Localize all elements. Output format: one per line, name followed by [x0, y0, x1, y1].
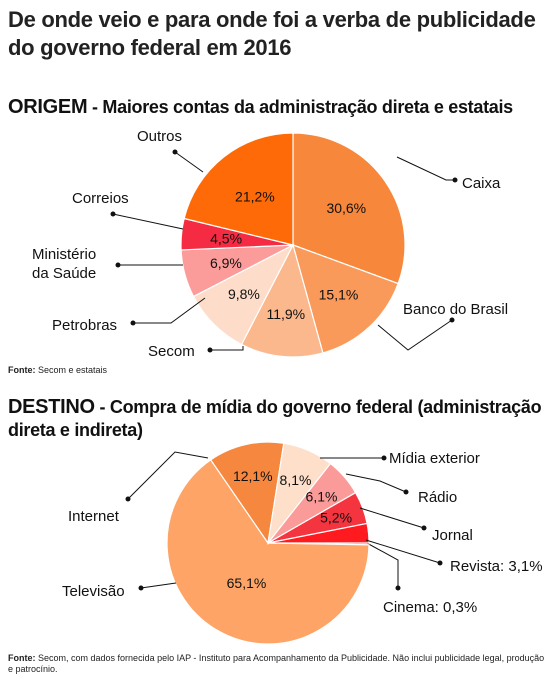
slice-label-banco-do-brasil: Banco do Brasil [403, 301, 508, 318]
slice-label-revista-3-1: Revista: 3,1% [450, 558, 543, 575]
leader-dot-midia-exterior [381, 455, 387, 461]
slice-value-correios: 4,5% [210, 231, 242, 247]
destination-heading-key: DESTINO [8, 396, 95, 418]
leader-dot-banco-do-brasil [449, 317, 455, 323]
leader-line-televisao [140, 582, 177, 589]
leader-line-outros [174, 151, 204, 173]
slice-value-banco-do-brasil: 15,1% [319, 286, 359, 302]
slice-value-petrobras: 9,8% [228, 286, 260, 302]
slice-label-correios: Correios [72, 190, 129, 207]
destination-heading: DESTINO - Compra de mídia do governo fed… [8, 396, 548, 442]
origin-source-label: Fonte: [8, 365, 36, 375]
pie-slice-banco-do-brasil [292, 244, 399, 354]
leader-dot-jornal [421, 525, 427, 531]
slice-label-internet: Internet [68, 508, 120, 525]
pie-slice-caixa [292, 132, 406, 285]
slice-label-caixa: Caixa [462, 175, 501, 192]
slice-label-radio: Rádio [418, 489, 457, 506]
pie-slice-televisao [166, 458, 370, 645]
pie-slice-internet [209, 441, 285, 545]
slice-label-cinema-0-3: Cinema: 0,3% [383, 599, 477, 616]
pie-slice-outros [183, 132, 294, 246]
pie-slice-secom [240, 243, 324, 358]
pie-slice-revista-3-1 [267, 522, 370, 544]
leader-dot-internet [125, 496, 131, 502]
infographic-title: De onde veio e para onde foi a verba de … [8, 7, 536, 60]
leader-dot-caixa [452, 177, 458, 183]
slice-value-radio: 6,1% [306, 489, 338, 505]
origin-source: Fonte: Secom e estatais [8, 365, 107, 375]
slice-label-televisao: Televisão [62, 583, 125, 600]
slice-label-jornal: Jornal [432, 527, 473, 544]
slice-value-ministerio-da-saude: 6,9% [210, 255, 242, 271]
slice-label-midia-exterior: Mídia exterior [389, 450, 480, 467]
destination-source-label: Fonte: [8, 653, 36, 663]
leader-line-banco-do-brasil [377, 319, 453, 351]
slice-value-televisao: 65,1% [227, 575, 267, 591]
leader-dot-cinema-0-3 [395, 585, 401, 591]
slice-label-outros: Outros [137, 128, 182, 145]
leader-dot-televisao [138, 585, 144, 591]
leader-line-revista-3-1 [365, 539, 441, 564]
leader-line-jornal [359, 507, 425, 529]
destination-source: Fonte: Secom, com dados fornecida pelo I… [8, 653, 548, 675]
slice-value-caixa: 30,6% [326, 200, 366, 216]
leader-dot-correios [110, 211, 116, 217]
slice-value-midia-exterior: 8,1% [280, 472, 312, 488]
leader-line-petrobras [133, 297, 206, 324]
origin-heading: ORIGEM - Maiores contas da administração… [8, 96, 513, 119]
leader-dot-outros [172, 149, 178, 155]
origin-heading-key: ORIGEM [8, 96, 88, 118]
leader-line-secom [210, 346, 244, 351]
slice-value-internet: 12,1% [233, 468, 273, 484]
slice-label-ministerio-da-saude: da Saúde [32, 265, 96, 282]
slice-value-outros: 21,2% [235, 189, 275, 205]
slice-label-secom: Secom [148, 343, 195, 360]
slice-label-ministerio-da-saude: Ministério [32, 246, 96, 263]
leader-dot-revista-3-1 [437, 560, 443, 566]
leader-dot-secom [207, 347, 213, 353]
leader-line-cinema-0-3 [364, 541, 399, 588]
leader-line-caixa [396, 156, 456, 181]
slice-label-petrobras: Petrobras [52, 317, 117, 334]
slice-value-jornal: 5,2% [320, 510, 352, 526]
origin-source-text: Secom e estatais [38, 365, 108, 375]
origin-heading-subtitle: - Maiores contas da administração direta… [87, 97, 513, 117]
leader-line-internet [127, 451, 209, 500]
destination-pie: Cinema: 0,3% 65,1% Televisão 12,1% Internet 8… [62, 441, 543, 645]
leader-dot-ministerio-da-saude [115, 262, 121, 268]
leader-line-correios [112, 213, 184, 230]
origin-pie: 30,6% Caixa 15,1% Banco do Brasil 11,9% Secom… [32, 128, 508, 360]
destination-heading-subtitle: - Compra de mídia do governo federal (ad… [8, 397, 542, 440]
leader-line-radio [345, 473, 407, 493]
leader-dot-radio [403, 489, 409, 495]
destination-source-text: Secom, com dados fornecida pelo IAP - In… [8, 653, 545, 674]
slice-value-secom: 11,9% [266, 306, 305, 322]
leader-dot-petrobras [130, 320, 136, 326]
